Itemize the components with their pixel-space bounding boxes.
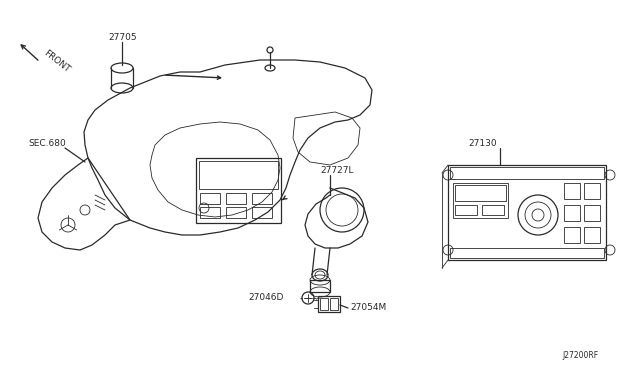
Bar xyxy=(453,183,508,218)
Bar xyxy=(330,298,338,310)
Text: 27054M: 27054M xyxy=(350,304,387,312)
Bar xyxy=(200,193,220,204)
Bar xyxy=(310,280,330,292)
Bar xyxy=(450,248,604,258)
Bar xyxy=(196,158,281,223)
Bar xyxy=(455,185,506,201)
Bar xyxy=(482,205,504,215)
Bar xyxy=(320,298,328,310)
Text: 27046D: 27046D xyxy=(248,294,284,302)
Bar xyxy=(450,167,604,179)
Text: J27200RF: J27200RF xyxy=(562,351,598,360)
Text: 27130: 27130 xyxy=(468,139,497,148)
Bar xyxy=(252,193,272,204)
Bar xyxy=(564,227,580,243)
Text: 27705: 27705 xyxy=(108,33,136,42)
Bar xyxy=(584,227,600,243)
Bar xyxy=(200,207,220,218)
Bar xyxy=(455,205,477,215)
Text: 27727L: 27727L xyxy=(320,166,353,175)
Bar xyxy=(226,193,246,204)
Bar xyxy=(564,183,580,199)
Bar xyxy=(252,207,272,218)
Bar xyxy=(199,161,278,189)
Bar xyxy=(584,183,600,199)
Bar xyxy=(584,205,600,221)
Bar xyxy=(448,165,606,260)
Text: SEC.680: SEC.680 xyxy=(28,139,66,148)
Text: FRONT: FRONT xyxy=(42,48,72,74)
Bar xyxy=(318,296,340,312)
Bar xyxy=(226,207,246,218)
Bar xyxy=(564,205,580,221)
